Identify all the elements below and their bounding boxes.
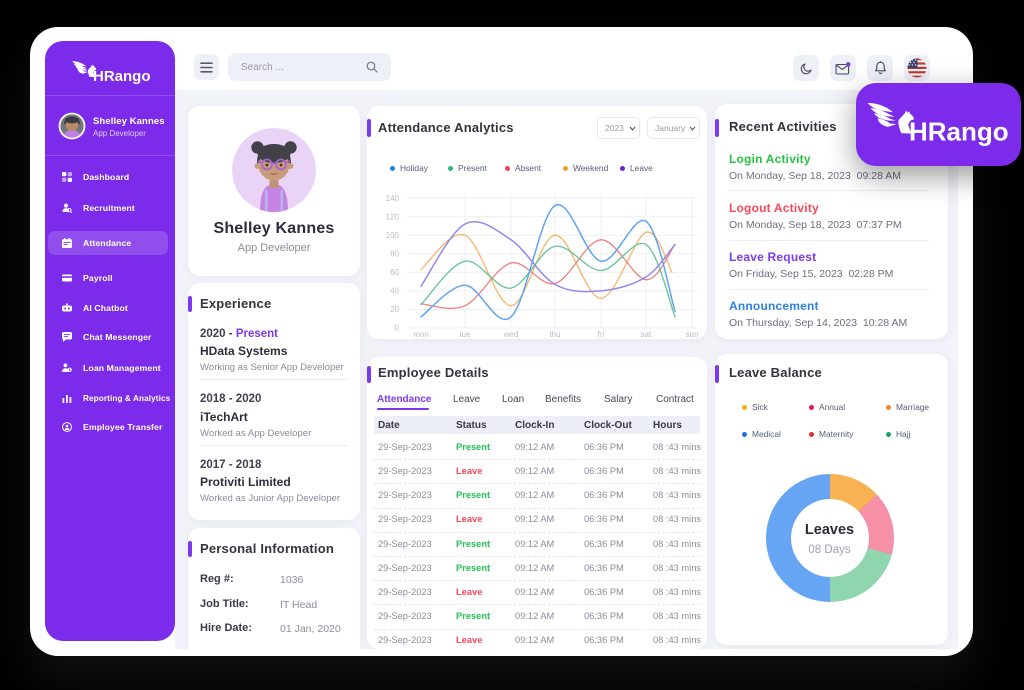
svg-text:mon: mon	[413, 330, 429, 339]
svg-text:40: 40	[390, 287, 399, 296]
svg-text:100: 100	[386, 231, 400, 240]
svg-text:60: 60	[390, 268, 399, 277]
svg-text:140: 140	[386, 194, 400, 203]
svg-text:120: 120	[386, 213, 400, 222]
svg-text:HRango: HRango	[909, 117, 1009, 147]
svg-text:20: 20	[390, 305, 399, 314]
svg-text:0: 0	[395, 324, 400, 333]
svg-text:thu: thu	[549, 330, 560, 339]
svg-text:$: $	[69, 368, 71, 372]
svg-text:wed: wed	[503, 330, 519, 339]
svg-text:sat: sat	[641, 330, 652, 339]
svg-text:HRango: HRango	[93, 68, 151, 85]
svg-text:fri: fri	[598, 330, 605, 339]
svg-text:80: 80	[390, 250, 399, 259]
svg-text:sun: sun	[686, 330, 699, 339]
svg-text:tue: tue	[459, 330, 471, 339]
